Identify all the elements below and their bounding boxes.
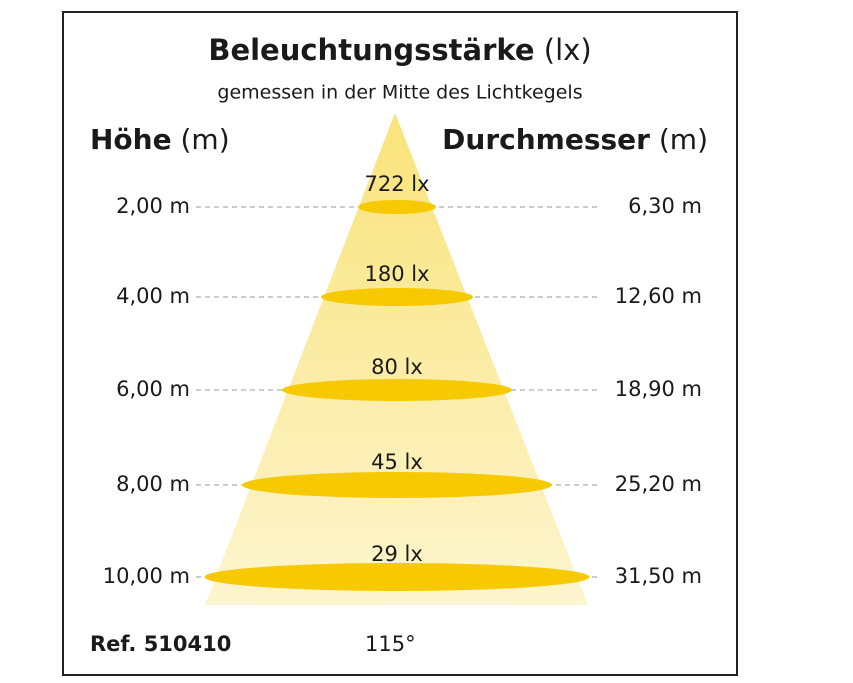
light-spot [358, 200, 436, 214]
light-spot [282, 379, 512, 401]
lux-label: 80 lx [371, 355, 423, 379]
subtitle: gemessen in der Mitte des Lichtkegels [217, 82, 582, 104]
lux-label: 29 lx [371, 542, 423, 566]
left-header-main: Höhe [90, 123, 172, 156]
diameter-label: 6,30 m [628, 194, 702, 218]
light-spot [321, 288, 473, 306]
height-label: 2,00 m [116, 194, 190, 218]
light-spot [242, 472, 552, 498]
height-label: 8,00 m [116, 472, 190, 496]
right-header: Durchmesser (m) [442, 123, 708, 156]
height-label: 6,00 m [116, 377, 190, 401]
left-header: Höhe (m) [90, 123, 230, 156]
diameter-label: 25,20 m [615, 472, 702, 496]
right-header-main: Durchmesser [442, 123, 650, 156]
diameter-label: 31,50 m [615, 564, 702, 588]
rows: 722 lx 2,00 m 6,30 m 180 lx 4,00 m 12,60 m 80 … [103, 172, 702, 591]
title-unit: (lx) [544, 33, 592, 67]
lux-label: 45 lx [371, 450, 423, 474]
beam-angle: 115° [365, 632, 416, 656]
diameter-label: 12,60 m [615, 284, 702, 308]
light-spot [204, 563, 590, 591]
reference: Ref. 510410 [90, 632, 231, 656]
left-header-unit: (m) [181, 123, 230, 156]
lux-label: 722 lx [364, 172, 429, 196]
height-label: 4,00 m [116, 284, 190, 308]
height-label: 10,00 m [103, 564, 190, 588]
diameter-label: 18,90 m [615, 377, 702, 401]
title-main: Beleuchtungsstärke [208, 33, 534, 67]
right-header-unit: (m) [659, 123, 708, 156]
lux-label: 180 lx [364, 262, 429, 286]
title: Beleuchtungsstärke (lx) [208, 33, 591, 67]
